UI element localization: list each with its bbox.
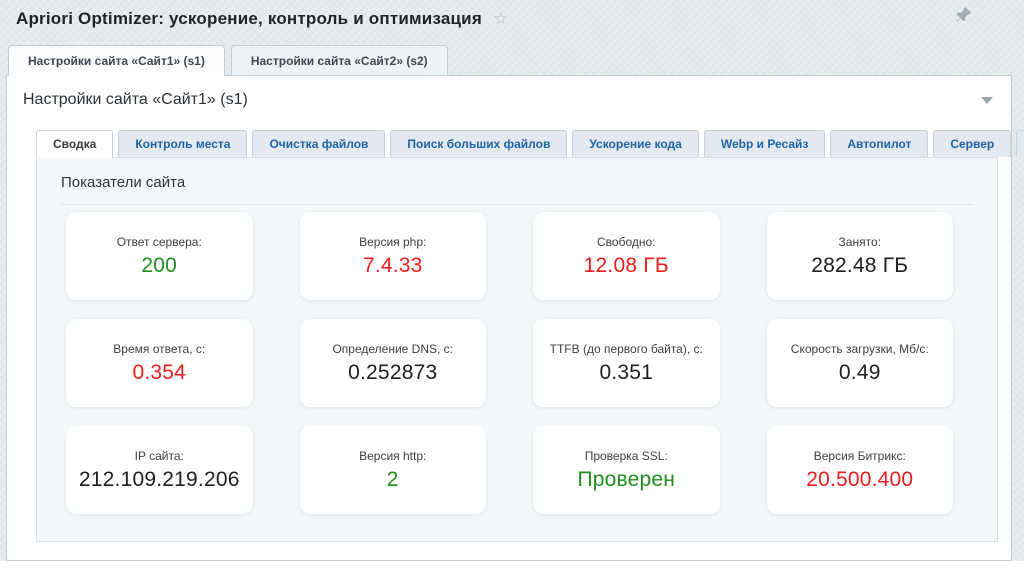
metric-card: Определение DNS, с: 0.252873 [299, 319, 486, 407]
metric-value: 7.4.33 [362, 253, 423, 277]
metric-label: TTFB (до первого байта), с: [549, 341, 703, 356]
form-tab-label: Очистка файлов [269, 137, 369, 151]
form-title: Настройки сайта «Сайт1» (s1) [23, 91, 248, 108]
form-tab[interactable]: Ручная проверка [1016, 130, 1024, 157]
metric-label: Занято: [838, 234, 881, 249]
metric-value: 0.354 [132, 360, 187, 384]
panel-body: Сводка Контроль места Очистка файлов Пои… [7, 130, 1024, 542]
metric-value: 200 [141, 253, 178, 277]
metrics-section: Показатели сайта Ответ сервера: 200 Верс… [36, 157, 998, 542]
metric-value: 2 [386, 467, 399, 491]
form-tab[interactable]: Ускорение кода [572, 130, 699, 157]
form-tab-label: Ускорение кода [589, 137, 682, 151]
form-tab[interactable]: Поиск больших файлов [390, 130, 568, 157]
form-tab[interactable]: Очистка файлов [252, 130, 386, 157]
page-title: Apriori Optimizer: ускорение, контроль и… [16, 9, 482, 28]
form-tab[interactable]: Автопилот [830, 130, 929, 157]
form-tabs: Сводка Контроль места Очистка файлов Пои… [36, 130, 1024, 158]
metric-card: Занято: 282.48 ГБ [766, 212, 953, 300]
metric-card: Проверка SSL: Проверен [533, 426, 720, 514]
site-tabs: Настройки сайта «Сайт1» (s1) Настройки с… [0, 45, 1024, 76]
form-tab-label: Webp и Ресайз [720, 137, 809, 151]
site-tab[interactable]: Настройки сайта «Сайт2» (s2) [230, 45, 448, 76]
metrics-grid: Ответ сервера: 200 Версия php: 7.4.33 Св… [37, 205, 997, 514]
pin-icon[interactable] [955, 6, 972, 23]
metric-value: Проверен [577, 467, 676, 491]
metric-value: 0.351 [599, 360, 654, 384]
form-tab-label: Автопилот [847, 137, 912, 151]
metric-label: Определение DNS, с: [332, 341, 454, 356]
chevron-down-icon[interactable] [981, 96, 993, 104]
metric-card: Скорость загрузки, Мб/с: 0.49 [766, 319, 953, 407]
workarea: Настройки сайта «Сайт1» (s1) Сводка Конт… [0, 75, 1024, 561]
metric-label: Свободно: [597, 234, 656, 249]
metric-label: Версия Битрикс: [813, 448, 906, 463]
metric-card: IP сайта: 212.109.219.206 [66, 426, 253, 514]
metric-label: Версия http: [359, 448, 427, 463]
site-tab-label: Настройки сайта «Сайт2» (s2) [250, 54, 428, 68]
metric-card: Время ответа, с: 0.354 [66, 319, 253, 407]
panel-header: Настройки сайта «Сайт1» (s1) [7, 76, 1011, 109]
form-tab[interactable]: Сводка [36, 130, 114, 158]
metric-label: Скорость загрузки, Мб/с: [790, 341, 929, 356]
form-tab[interactable]: Webp и Ресайз [703, 130, 826, 157]
metric-card: Свободно: 12.08 ГБ [533, 212, 720, 300]
metric-card: Версия Битрикс: 20.500.400 [766, 426, 953, 514]
metric-value: 0.49 [838, 360, 881, 384]
favorite-star-icon[interactable]: ☆ [492, 9, 509, 28]
metric-value: 282.48 ГБ [811, 253, 909, 277]
metric-label: Проверка SSL: [584, 448, 668, 463]
metric-value: 0.252873 [348, 360, 438, 384]
form-tab-label: Контроль места [135, 137, 231, 151]
form-tab-label: Сводка [53, 137, 97, 151]
page-header: Apriori Optimizer: ускорение, контроль и… [0, 0, 1024, 76]
metric-label: Время ответа, с: [113, 341, 206, 356]
metric-label: Версия php: [359, 234, 427, 249]
metric-card: TTFB (до первого байта), с: 0.351 [533, 319, 720, 407]
title-row: Apriori Optimizer: ускорение, контроль и… [0, 0, 1024, 29]
site-tab-label: Настройки сайта «Сайт1» (s1) [28, 54, 205, 68]
form-tab[interactable]: Контроль места [118, 130, 248, 157]
form-tab[interactable]: Сервер [933, 130, 1012, 157]
metric-value: 212.109.219.206 [78, 467, 240, 491]
metric-value: 20.500.400 [806, 467, 914, 491]
metric-card: Версия http: 2 [299, 426, 486, 514]
site-tab[interactable]: Настройки сайта «Сайт1» (s1) [8, 45, 225, 76]
metric-card: Ответ сервера: 200 [66, 212, 253, 300]
metric-card: Версия php: 7.4.33 [299, 212, 486, 300]
metric-value: 12.08 ГБ [583, 253, 669, 277]
settings-panel: Настройки сайта «Сайт1» (s1) Сводка Конт… [6, 75, 1024, 561]
form-tab-label: Сервер [950, 137, 995, 151]
form-tab-label: Поиск больших файлов [407, 137, 551, 151]
page-footer [0, 561, 1024, 573]
metric-label: IP сайта: [134, 448, 184, 463]
metrics-header: Показатели сайта [61, 158, 973, 205]
metric-label: Ответ сервера: [116, 234, 202, 249]
